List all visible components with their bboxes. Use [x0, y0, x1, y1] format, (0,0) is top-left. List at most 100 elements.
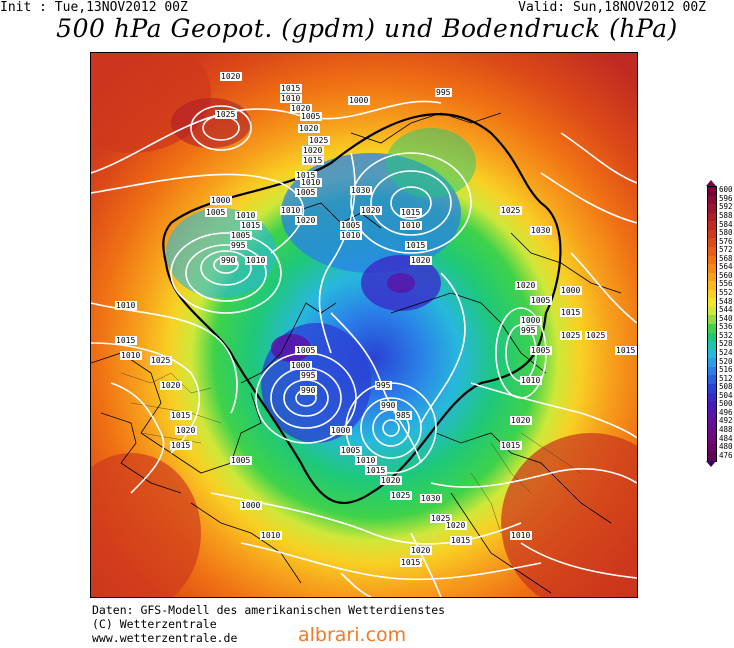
isobar-label-bg: [308, 136, 330, 145]
legend-swatch: [708, 221, 716, 231]
legend-label: 592: [719, 202, 733, 212]
isobar-label-bg: [170, 411, 192, 420]
isobar-label-bg: [175, 426, 197, 435]
isobar-label: 995: [231, 241, 246, 250]
isobar-label: 1025: [586, 331, 605, 340]
cold-core: [387, 273, 415, 293]
isobar-label: 1000: [291, 361, 310, 370]
isobar-label-bg: [395, 411, 412, 420]
isobar-label: 995: [436, 88, 451, 97]
isobar-label: 1025: [216, 110, 235, 119]
isobar-label: 1030: [531, 226, 550, 235]
isobar-label: 1005: [301, 112, 320, 121]
isobar-label-bg: [295, 188, 317, 197]
isobar-label-bg: [290, 104, 312, 113]
isobar-label: 995: [376, 381, 391, 390]
isobar-label-bg: [280, 84, 302, 93]
isobar-label-bg: [510, 416, 532, 425]
isobar-label-bg: [500, 441, 522, 450]
legend-label: 560: [719, 270, 733, 280]
legend-swatch: [708, 187, 716, 197]
legend-label: 556: [719, 279, 733, 289]
isobar-labels: 1020102510151010102010051000995102010251…: [115, 72, 637, 567]
isobar-label-bg: [348, 96, 370, 105]
legend-swatch: [708, 392, 716, 402]
isobar-label-bg: [585, 331, 607, 340]
isobar-label: 1025: [501, 206, 520, 215]
isobar-label-bg: [330, 426, 352, 435]
isobar-label: 1020: [411, 546, 430, 555]
legend-label: 496: [719, 407, 733, 417]
isobar-label-bg: [515, 281, 537, 290]
isobar-label: 1020: [381, 476, 400, 485]
isobar-label-bg: [290, 361, 312, 370]
isobar-label-bg: [500, 206, 522, 215]
legend-arrow-up: [706, 180, 716, 186]
legend-label: 564: [719, 262, 733, 272]
isobar-label: 1020: [446, 521, 465, 530]
isobar-label-bg: [530, 226, 552, 235]
legend-label: 544: [719, 305, 733, 315]
legend-swatch: [708, 435, 716, 445]
isobar-label-bg: [340, 446, 362, 455]
isobar-label-bg: [115, 336, 137, 345]
isobar-label-bg: [510, 531, 532, 540]
legend-swatch: [708, 452, 716, 462]
isobar-label-bg: [410, 546, 432, 555]
isobar-label-bg: [295, 346, 317, 355]
isobar-label: 1020: [411, 256, 430, 265]
isobar-label: 1005: [296, 346, 315, 355]
legend-swatch: [708, 375, 716, 385]
isobar-label: 1010: [356, 456, 375, 465]
data-source: Daten: GFS-Modell des amerikanischen Wet…: [92, 603, 446, 617]
isobar-label: 1000: [241, 501, 260, 510]
isobar-label-bg: [150, 356, 172, 365]
footer: Daten: GFS-Modell des amerikanischen Wet…: [92, 603, 445, 645]
isobar-label-bg: [340, 231, 362, 240]
isobar-label-bg: [220, 256, 237, 265]
isobar-label-bg: [355, 456, 377, 465]
isobar-label: 990: [301, 386, 316, 395]
website-link[interactable]: www.wetterzentrale.de: [92, 631, 238, 645]
isobar-label: 1020: [291, 104, 310, 113]
legend-label: 520: [719, 356, 733, 366]
legend-swatch: [708, 229, 716, 239]
isobar-label-bg: [300, 112, 322, 121]
isobar-label-bg: [115, 301, 137, 310]
isobar-label: 1020: [361, 206, 380, 215]
legend-label: 568: [719, 253, 733, 263]
isobar-label: 1000: [331, 426, 350, 435]
isobar-label-bg: [365, 466, 387, 475]
legend-swatch: [708, 401, 716, 411]
warm-region: [171, 98, 251, 148]
isobar-label-bg: [245, 256, 267, 265]
isobar-label: 1015: [241, 221, 260, 230]
isobar-label: 1020: [176, 426, 195, 435]
isobar-label: 985: [396, 411, 411, 420]
legend-swatch: [708, 324, 716, 334]
legend-label: 512: [719, 373, 733, 383]
isobar-label: 1025: [391, 491, 410, 500]
legend-label: 532: [719, 330, 733, 340]
legend-label: 588: [719, 210, 733, 220]
watermark: albrari.com: [298, 624, 407, 646]
isobar-label-bg: [560, 331, 582, 340]
legend-label: 576: [719, 236, 733, 246]
isobar-label: 1010: [511, 531, 530, 540]
legend-swatch: [708, 272, 716, 282]
legend-label: 584: [719, 219, 733, 229]
valid-time: Valid: Sun,18NOV2012 00Z: [518, 0, 706, 15]
legend-label: 580: [719, 228, 733, 238]
isobar-label: 1010: [121, 351, 140, 360]
isobar-label: 1010: [236, 211, 255, 220]
legend-label: 600: [719, 185, 733, 195]
legend-label: 492: [719, 416, 733, 426]
isobar-label: 1000: [521, 316, 540, 325]
legend-swatch: [708, 306, 716, 316]
isobar-label: 1020: [303, 146, 322, 155]
legend-arrow-down: [706, 461, 716, 467]
color-legend: 600 596 592 588 584 580 576 572 568 564 560 556 552 5…: [704, 180, 734, 468]
isobar-label-bg: [295, 216, 317, 225]
isobar-label: 1010: [341, 231, 360, 240]
isobar-label: 1025: [151, 356, 170, 365]
